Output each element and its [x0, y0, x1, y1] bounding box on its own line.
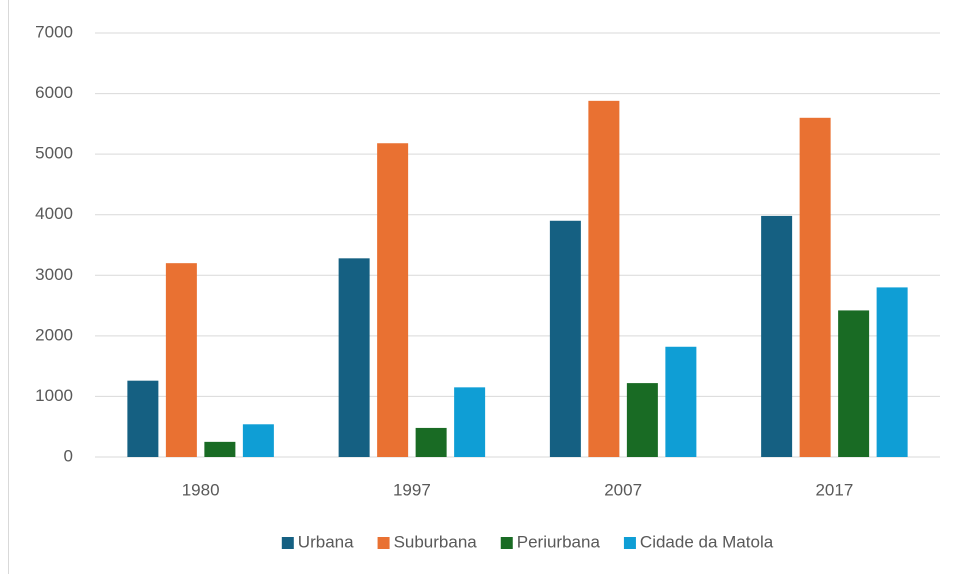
bar	[549, 220, 581, 457]
y-tick-label: 0	[64, 446, 73, 465]
bar	[415, 427, 447, 457]
x-tick-label: 1980	[182, 480, 220, 499]
legend-swatch	[377, 537, 390, 549]
y-tick-label: 1000	[35, 386, 73, 405]
legend-label: Cidade da Matola	[640, 532, 774, 551]
legend-swatch	[623, 537, 636, 549]
y-tick-label: 7000	[35, 22, 73, 41]
bar	[876, 287, 908, 457]
y-tick-label: 5000	[35, 144, 73, 163]
x-tick-label: 1997	[393, 480, 431, 499]
bar	[799, 117, 831, 458]
y-tick-label: 4000	[35, 204, 73, 223]
y-tick-label: 3000	[35, 265, 73, 284]
bar	[665, 346, 697, 457]
bar	[588, 100, 620, 457]
x-tick-label: 2007	[604, 480, 642, 499]
bar	[242, 424, 274, 457]
x-tick-label: 2017	[815, 480, 853, 499]
bar	[838, 310, 870, 457]
bar	[377, 143, 409, 458]
bar	[454, 387, 486, 457]
legend-label: Urbana	[298, 532, 354, 551]
legend-swatch	[281, 537, 294, 549]
bar	[626, 383, 658, 457]
bar	[127, 380, 159, 457]
legend-swatch	[500, 537, 513, 549]
y-tick-label: 6000	[35, 83, 73, 102]
bar	[165, 263, 197, 457]
bar	[338, 258, 370, 457]
bar	[761, 215, 793, 457]
y-tick-label: 2000	[35, 325, 73, 344]
legend-label: Suburbana	[394, 532, 478, 551]
bar	[204, 441, 236, 457]
legend-label: Periurbana	[517, 532, 601, 551]
